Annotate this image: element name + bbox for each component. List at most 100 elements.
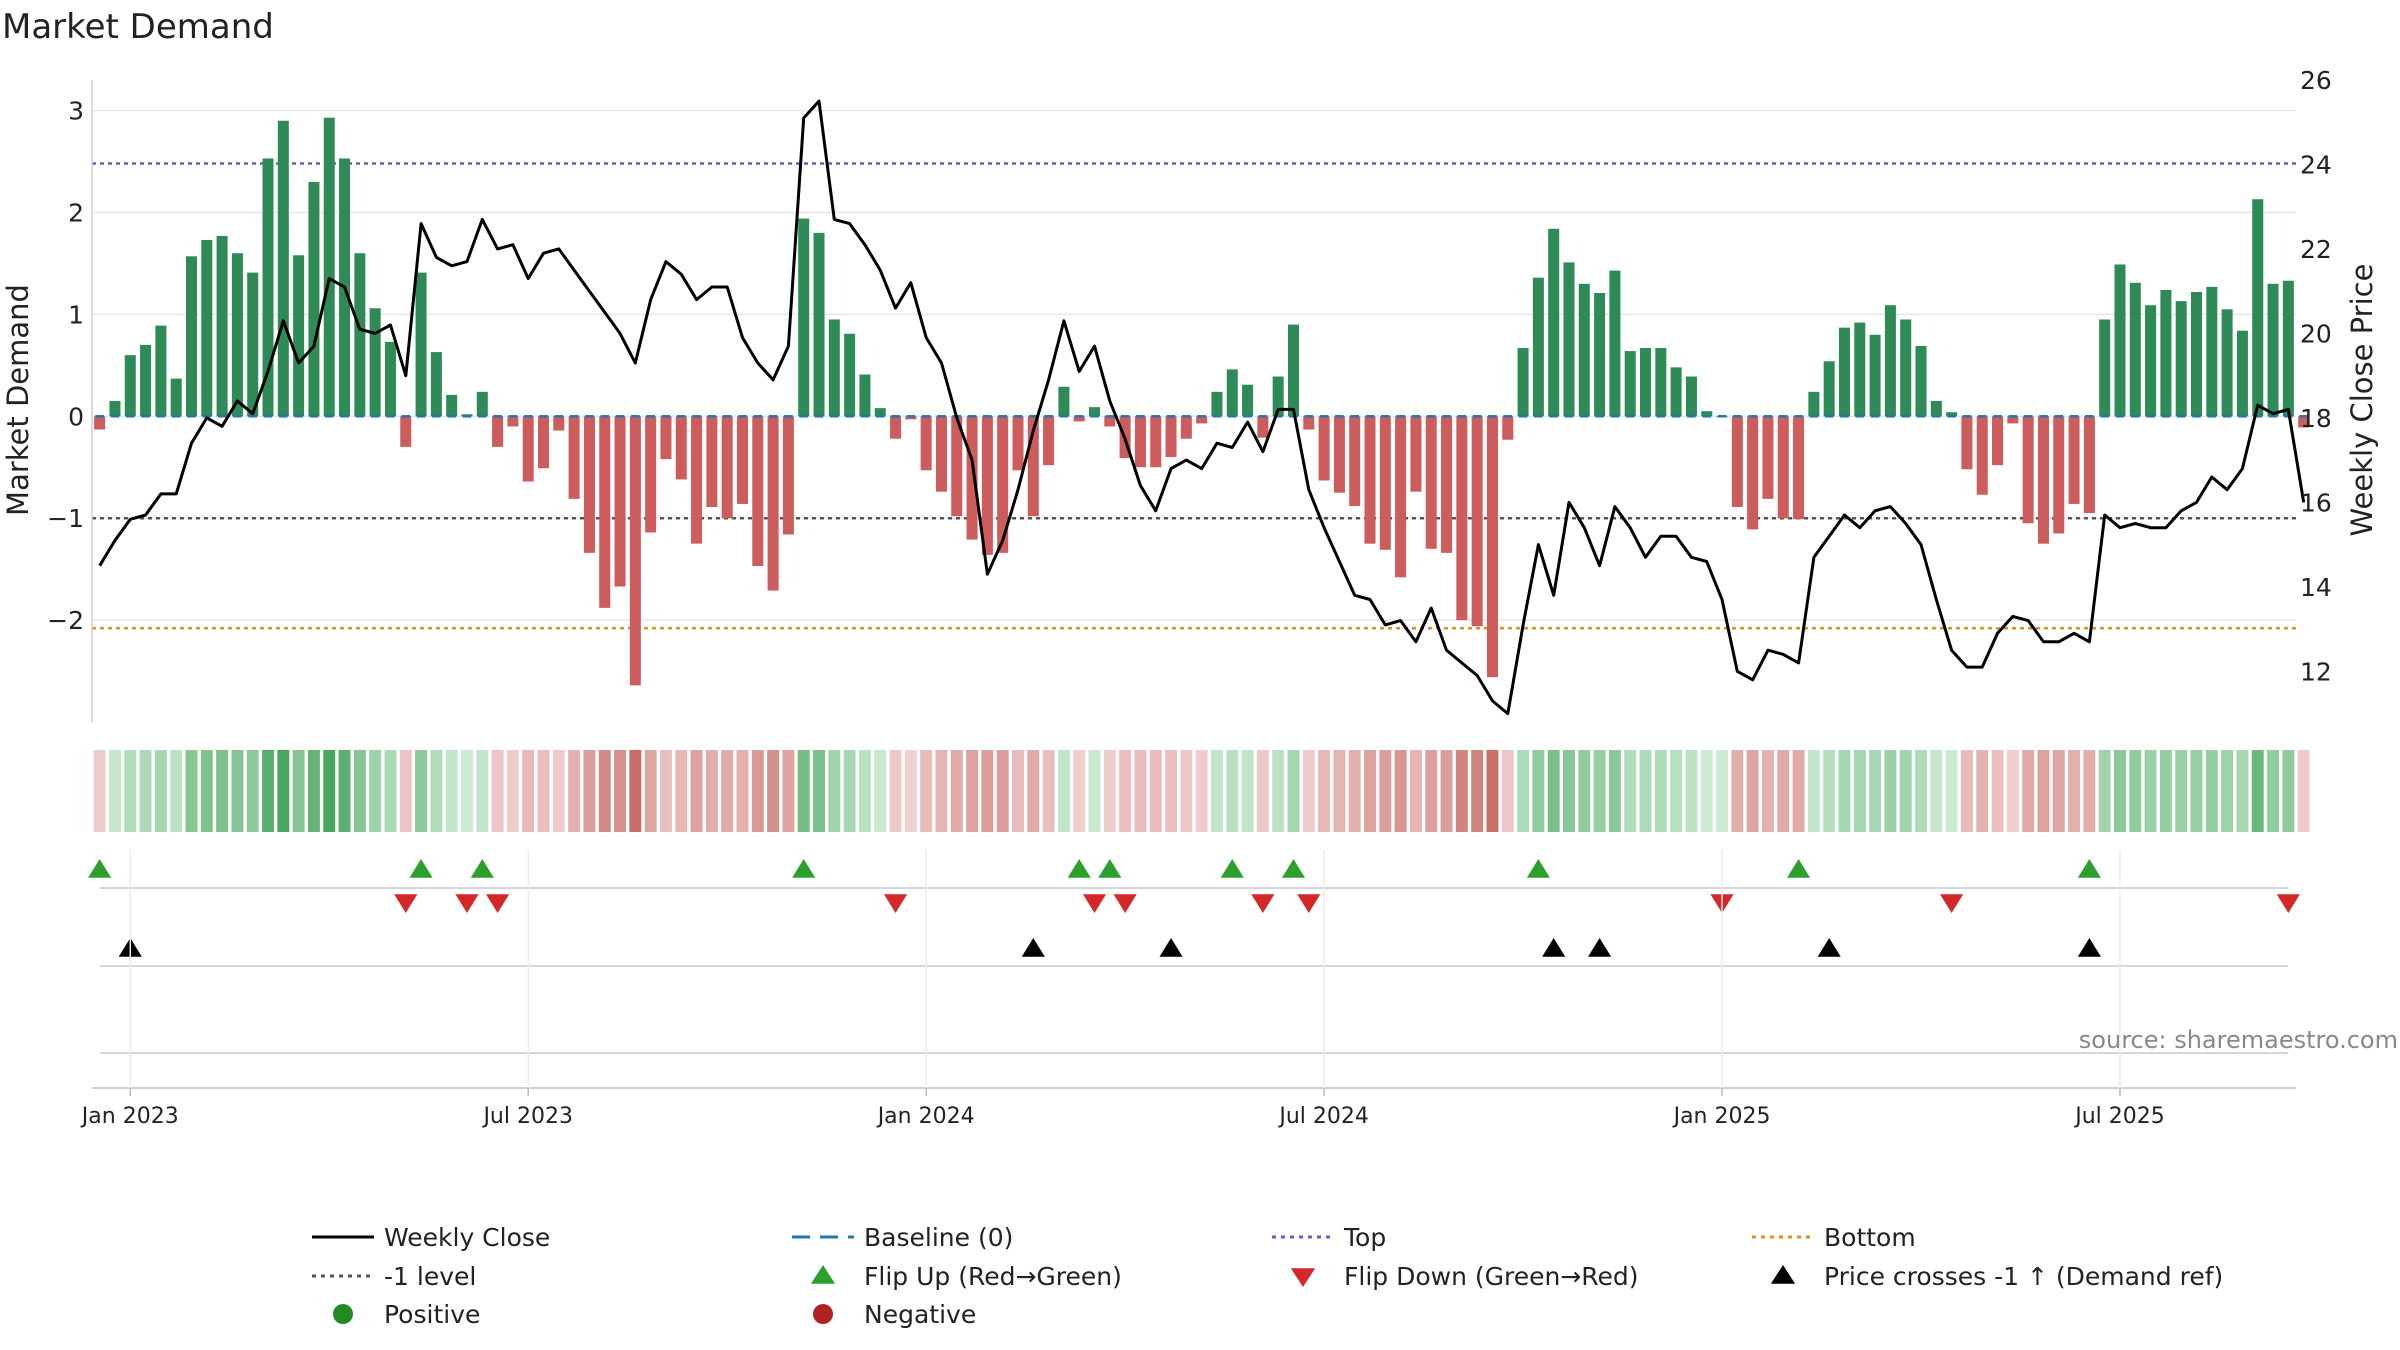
axes: 3 2 1 0 −1 −2 12 14 16 18 20 22 24 26: [47, 66, 2332, 722]
heat-cell: [797, 750, 810, 832]
heat-cell: [721, 750, 734, 832]
heat-cell: [1716, 750, 1729, 832]
heat-cell: [1241, 750, 1254, 832]
demand-bar: [140, 344, 152, 417]
heat-cell: [1777, 750, 1790, 832]
demand-bar: [1930, 401, 1942, 417]
price-cross-marker: [1021, 938, 1045, 957]
heat-cell: [1746, 750, 1759, 832]
legend-swatch: [810, 1265, 836, 1284]
flip-up-marker: [2077, 859, 2101, 878]
demand-bar: [2191, 291, 2203, 417]
heat-cell: [1165, 750, 1178, 832]
heat-cell: [935, 750, 948, 832]
demand-bar: [2053, 416, 2065, 534]
heat-cell: [659, 750, 672, 832]
heat-cell: [216, 750, 229, 832]
demand-bar: [614, 416, 626, 587]
demand-bar: [2221, 309, 2233, 417]
heat-cell: [1027, 750, 1040, 832]
demand-bar: [1731, 416, 1743, 507]
demand-bar: [1594, 292, 1606, 417]
demand-bar: [1089, 407, 1101, 417]
demand-bar: [1333, 416, 1345, 493]
demand-bar: [1104, 416, 1116, 427]
demand-bar: [2282, 280, 2294, 417]
heat-cell: [1394, 750, 1407, 832]
demand-bar: [752, 416, 764, 567]
demand-bar: [2022, 416, 2034, 524]
heat-cell: [1073, 750, 1086, 832]
legend-label: Baseline (0): [864, 1223, 1013, 1252]
heat-cell: [2251, 750, 2264, 832]
demand-bar: [1134, 416, 1146, 468]
heat-cell: [1302, 750, 1315, 832]
heat-cell: [1991, 750, 2004, 832]
flip-up-marker: [470, 859, 494, 878]
heat-cell: [2221, 750, 2234, 832]
demand-bar: [2099, 319, 2111, 417]
heat-cell: [843, 750, 856, 832]
demand-bar: [813, 232, 825, 417]
legend-item-baseline: Baseline (0): [792, 1223, 1013, 1252]
right-tick-label: 12: [2300, 657, 2332, 686]
heat-cell: [614, 750, 627, 832]
demand-bar: [1058, 386, 1070, 417]
heat-cell: [1287, 750, 1300, 832]
demand-bar: [415, 272, 427, 417]
demand-bar: [1900, 319, 1912, 417]
heat-cell: [1379, 750, 1392, 832]
demand-bar: [1701, 411, 1713, 417]
right-tick-label: 24: [2300, 150, 2332, 179]
heat-cell: [1042, 750, 1055, 832]
legend-item-negative: Negative: [813, 1300, 976, 1329]
heat-cell: [2022, 750, 2035, 832]
flip-up-marker: [1787, 859, 1811, 878]
gridlines: [92, 109, 2296, 621]
demand-bar: [1471, 416, 1483, 627]
flip-up-marker: [1220, 859, 1244, 878]
demand-bar: [966, 416, 978, 540]
heat-cell: [1624, 750, 1637, 832]
heat-cell: [445, 750, 458, 832]
legend-item-cross: Price crosses -1 ↑ (Demand ref): [1770, 1262, 2223, 1291]
demand-bar: [1043, 416, 1055, 466]
source-credit: source: sharemaestro.com: [2079, 1026, 2398, 1054]
demand-bar: [767, 416, 779, 591]
demand-bar: [2114, 264, 2126, 417]
demand-bar: [1884, 305, 1896, 417]
demand-bar: [384, 341, 396, 417]
heat-cell: [2037, 750, 2050, 832]
heat-cell: [415, 750, 428, 832]
right-tick-label: 14: [2300, 573, 2332, 602]
heat-cell: [1012, 750, 1024, 832]
demand-bar: [828, 319, 840, 417]
heat-cell: [506, 750, 519, 832]
demand-bar: [1456, 416, 1468, 621]
legend-label: Flip Down (Green→Red): [1344, 1262, 1639, 1291]
left-tick-label: 2: [68, 198, 84, 227]
demand-bar: [2206, 286, 2218, 417]
heat-cell: [430, 750, 443, 832]
demand-bar: [1318, 416, 1330, 481]
price-cross-marker: [1542, 938, 1566, 957]
demand-bar: [798, 218, 810, 417]
heat-cell: [2083, 750, 2096, 832]
demand-bar: [2252, 199, 2264, 417]
heat-cell: [1517, 750, 1530, 832]
demand-bar: [1670, 367, 1682, 417]
heat-cell: [828, 750, 841, 832]
demand-bar: [2298, 416, 2310, 428]
heat-cell: [1103, 750, 1116, 832]
heat-cell: [1670, 750, 1683, 832]
demand-bar: [155, 325, 167, 417]
heat-cell: [1409, 750, 1422, 832]
heat-cell: [1088, 750, 1101, 832]
heat-cell: [246, 750, 259, 832]
left-tick-label: −1: [47, 504, 84, 533]
demand-bar: [1196, 416, 1208, 424]
demand-bar: [94, 416, 106, 430]
heat-cell: [2159, 750, 2172, 832]
heat-cell: [1425, 750, 1438, 832]
flip-down-marker: [1113, 894, 1137, 913]
